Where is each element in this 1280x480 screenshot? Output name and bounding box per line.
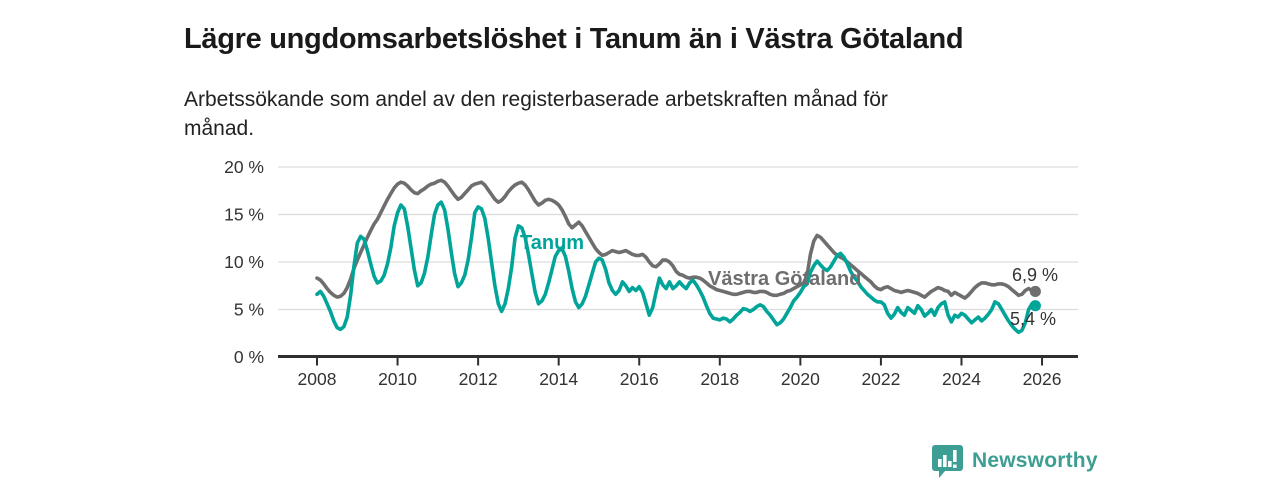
y-axis-tick-label: 10 %: [224, 252, 264, 272]
x-axis-tick-label: 2022: [861, 369, 900, 389]
page-subtitle: Arbetssökande som andel av den registerb…: [184, 88, 888, 140]
series-label-tanum: Tanum: [520, 232, 584, 254]
y-axis-tick-label: 15 %: [224, 205, 264, 225]
x-axis-tick-label: 2026: [1023, 369, 1062, 389]
newsworthy-brand-text: Newsworthy: [972, 449, 1098, 472]
x-axis-tick-label: 2008: [298, 369, 337, 389]
x-axis-tick-label: 2010: [378, 369, 417, 389]
end-value-label-tanum: 5,4 %: [1010, 309, 1056, 329]
series-line-tanum: [315, 200, 1038, 335]
x-axis-tick-label: 2020: [781, 369, 820, 389]
y-axis-tick-label: 5 %: [234, 300, 264, 320]
series-end-dot-vastra-gotaland: [1029, 285, 1041, 298]
x-axis-tick-label: 2014: [539, 369, 578, 389]
end-value-label-vastra-gotaland: 6,9 %: [1012, 265, 1058, 285]
page-title: Lägre ungdomsarbetslöshet i Tanum än i V…: [184, 23, 964, 56]
newsworthy-brand-link[interactable]: Newsworthy: [932, 444, 1098, 478]
y-axis-tick-label: 20 %: [224, 157, 264, 177]
series-label-vastra-gotaland: Västra Götaland: [708, 268, 861, 290]
series-line-vastra-gotaland: [315, 178, 1038, 300]
bar-chart-speech-bubble-icon: [932, 445, 963, 478]
series-end-dot-tanum: [1029, 300, 1041, 312]
x-axis-tick-label: 2018: [700, 369, 739, 389]
x-axis-tick-label: 2024: [942, 369, 981, 389]
y-axis-tick-label: 0 %: [234, 347, 264, 367]
x-axis-tick-label: 2016: [620, 369, 659, 389]
x-axis-tick-label: 2012: [459, 369, 498, 389]
